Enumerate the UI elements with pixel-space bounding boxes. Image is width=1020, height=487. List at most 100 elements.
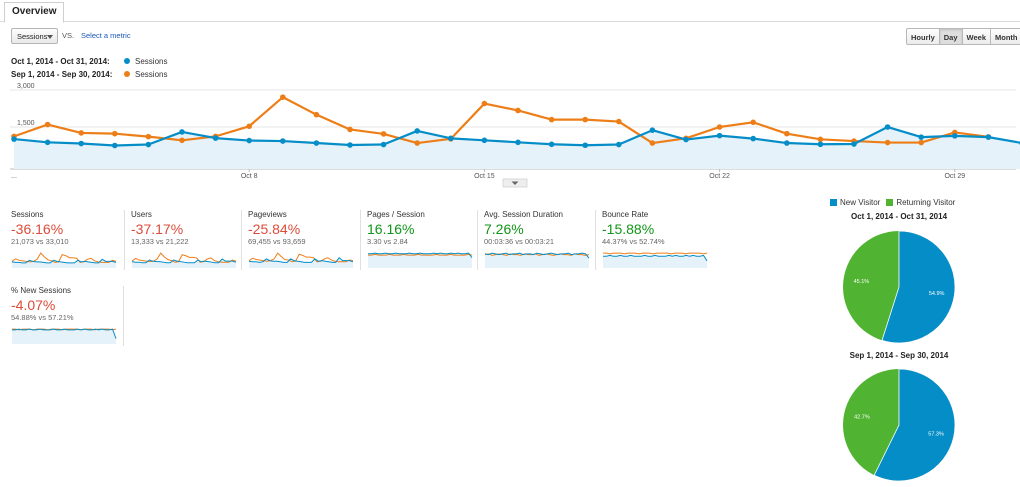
data-point[interactable] — [817, 136, 824, 143]
data-point[interactable] — [44, 139, 51, 146]
pie-chart-current[interactable]: 54.9% 45.1% — [842, 229, 956, 345]
data-point[interactable] — [884, 124, 891, 130]
data-point[interactable] — [649, 140, 656, 146]
data-point[interactable] — [952, 133, 958, 139]
hourly-button[interactable]: Hourly — [906, 28, 940, 45]
scorecard-sessions[interactable]: Sessions -36.16% 21,073 vs 33,010 — [11, 210, 124, 270]
legend-current-period: Oct 1, 2014 - Oct 31, 2014: Sessions — [11, 55, 167, 67]
x-tick-label: Oct 29 — [944, 173, 965, 180]
data-point[interactable] — [414, 128, 421, 134]
data-point[interactable] — [851, 141, 857, 147]
scorecard-bounce-rate[interactable]: Bounce Rate -15.88% 44.37% vs 52.74% — [595, 210, 708, 270]
tab-overview[interactable]: Overview — [4, 2, 65, 23]
legend-dot-icon — [124, 58, 130, 64]
sparkline — [131, 252, 237, 268]
scorecard-users[interactable]: Users -37.17% 13,333 vs 21,222 — [124, 210, 237, 270]
scorecard-change: 16.16% — [367, 221, 415, 237]
legend-returning-visitor: Returning Visitor — [896, 198, 956, 207]
data-point[interactable] — [112, 142, 118, 149]
week-button[interactable]: Week — [961, 28, 991, 45]
sparkline-area — [249, 257, 353, 268]
data-point[interactable] — [112, 130, 118, 137]
data-point[interactable] — [78, 130, 84, 136]
data-point[interactable] — [884, 139, 891, 146]
data-point[interactable] — [280, 138, 286, 144]
data-point[interactable] — [347, 142, 353, 148]
data-point[interactable] — [246, 137, 252, 144]
sparkline-current — [484, 252, 590, 259]
sparkline-area — [12, 259, 116, 268]
data-point[interactable] — [280, 94, 286, 100]
y-tick-label: 1,500 — [17, 120, 35, 127]
data-point[interactable] — [246, 123, 252, 130]
data-point[interactable] — [918, 134, 924, 140]
x-tick-label: Oct 22 — [709, 173, 730, 180]
data-point[interactable] — [347, 126, 353, 133]
data-point[interactable] — [784, 140, 790, 146]
data-point[interactable] — [145, 141, 152, 148]
month-button[interactable]: Month — [990, 28, 1020, 45]
sparkline — [368, 252, 473, 268]
data-point[interactable] — [784, 130, 790, 137]
chevron-down-icon — [511, 181, 519, 185]
pie-slice-new-visitor[interactable] — [881, 230, 956, 344]
data-point[interactable] — [11, 136, 17, 142]
pie-chart-previous[interactable]: 57.3% 42.7% — [842, 367, 956, 483]
data-point[interactable] — [515, 139, 521, 146]
data-point[interactable] — [616, 118, 622, 125]
data-point[interactable] — [817, 141, 824, 148]
chart-collapse-handle[interactable] — [502, 178, 528, 188]
data-point[interactable] — [683, 136, 689, 143]
legend-previous-period: Sep 1, 2014 - Sep 30, 2014: Sessions — [11, 68, 167, 80]
vs-label: VS. — [62, 31, 75, 40]
data-point[interactable] — [750, 135, 756, 142]
data-point[interactable] — [515, 107, 521, 114]
data-point[interactable] — [44, 121, 51, 128]
data-point[interactable] — [145, 133, 152, 140]
data-point[interactable] — [78, 140, 84, 147]
x-tick-label: Oct 8 — [241, 173, 258, 180]
data-point[interactable] — [918, 139, 924, 146]
scorecard-label: % New Sessions — [11, 286, 72, 295]
data-point[interactable] — [716, 132, 723, 139]
data-point[interactable] — [649, 127, 656, 134]
data-point[interactable] — [481, 100, 488, 107]
data-point[interactable] — [582, 142, 588, 149]
data-point[interactable] — [179, 129, 185, 135]
scorecard-change: -36.16% — [11, 221, 64, 237]
sessions-line-chart[interactable]: 3,000 1,500... Oct 8 Oct 15 Oct 22 Oct 29 — [0, 83, 1020, 189]
metric-dropdown[interactable]: Sessions — [11, 28, 58, 44]
data-point[interactable] — [481, 137, 488, 144]
data-point[interactable] — [313, 111, 320, 118]
data-point[interactable] — [414, 140, 421, 146]
scorecard-new-sessions[interactable]: % New Sessions -4.07% 54.88% vs 57.21% — [11, 286, 124, 346]
data-point[interactable] — [380, 131, 387, 137]
scorecard-pages-per-session[interactable]: Pages / Session 16.16% 3.30 vs 2.84 — [360, 210, 473, 270]
pie-slice-new-visitor[interactable] — [873, 368, 956, 482]
pie-label-new-visitor: 57.3% — [928, 432, 944, 438]
chevron-down-icon — [47, 35, 53, 39]
sparkline — [248, 252, 354, 268]
data-point[interactable] — [716, 124, 723, 130]
day-button[interactable]: Day — [938, 28, 963, 45]
legend-range: Oct 1, 2014 - Oct 31, 2014: — [11, 56, 110, 66]
data-point[interactable] — [313, 140, 320, 146]
data-point[interactable] — [212, 135, 219, 141]
legend-series: Sessions — [135, 69, 168, 79]
scorecard-change: -4.07% — [11, 297, 56, 313]
data-point[interactable] — [750, 119, 756, 126]
data-point[interactable] — [179, 137, 185, 144]
data-point[interactable] — [985, 134, 992, 140]
data-point[interactable] — [380, 141, 387, 148]
scorecard-change: -15.88% — [602, 221, 655, 237]
sparkline-area — [132, 258, 236, 268]
data-point[interactable] — [548, 141, 555, 148]
data-point[interactable] — [448, 135, 454, 142]
data-point[interactable] — [616, 141, 622, 148]
select-metric-link[interactable]: Select a metric — [81, 31, 131, 40]
data-point[interactable] — [548, 116, 555, 123]
scorecard-avg-session-duration[interactable]: Avg. Session Duration 7.26% 00:03:36 vs … — [477, 210, 590, 270]
data-point[interactable] — [582, 116, 588, 123]
scorecard-change: 7.26% — [484, 221, 524, 237]
scorecard-pageviews[interactable]: Pageviews -25.84% 69,455 vs 93,659 — [241, 210, 354, 270]
